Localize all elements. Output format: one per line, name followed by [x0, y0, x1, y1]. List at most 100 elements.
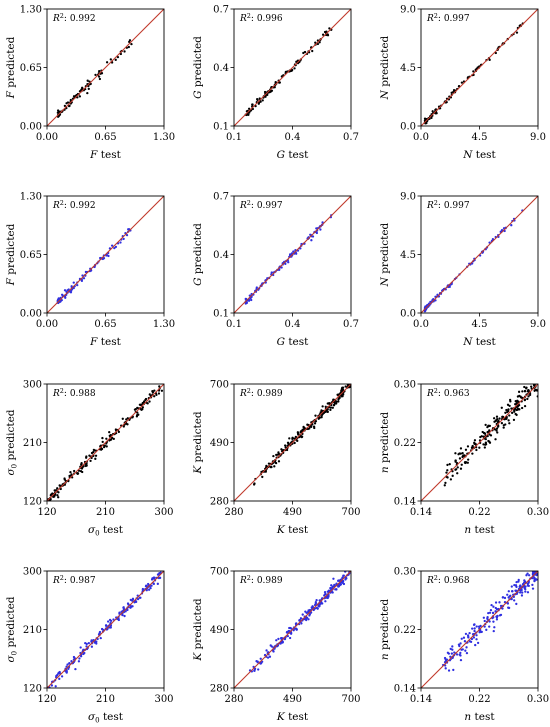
- y-tick-label: 9.0: [400, 192, 416, 203]
- data-point: [486, 615, 489, 619]
- x-tick-label: 0.7: [343, 319, 359, 330]
- data-point: [138, 403, 142, 406]
- data-point: [297, 433, 300, 436]
- data-point: [84, 464, 87, 468]
- label-suffix: test: [285, 336, 309, 348]
- data-point: [331, 585, 334, 588]
- data-point: [475, 625, 478, 628]
- r2-symbol: R: [239, 14, 247, 24]
- data-point: [50, 689, 52, 691]
- data-point: [275, 639, 278, 642]
- label-suffix: predicted: [379, 599, 391, 654]
- data-point: [76, 283, 79, 287]
- data-point: [125, 233, 129, 237]
- data-point: [457, 643, 461, 646]
- data-point: [148, 400, 151, 403]
- data-point: [266, 656, 270, 659]
- data-point: [443, 484, 446, 487]
- data-point: [509, 400, 512, 403]
- data-point: [272, 455, 275, 458]
- data-point: [526, 582, 529, 586]
- data-point: [494, 601, 498, 604]
- data-point: [294, 627, 298, 630]
- variable-symbol: K: [192, 465, 204, 475]
- data-point: [523, 585, 526, 588]
- data-point: [106, 620, 110, 623]
- data-point: [272, 650, 275, 653]
- data-point: [63, 477, 66, 480]
- data-point: [496, 431, 499, 434]
- data-point: [452, 668, 455, 672]
- identity-line: [47, 196, 164, 313]
- data-point: [98, 70, 101, 73]
- data-point: [444, 481, 447, 485]
- data-point: [57, 671, 60, 675]
- data-point: [466, 445, 470, 448]
- data-point: [277, 637, 280, 641]
- data-point: [321, 221, 324, 224]
- data-point: [305, 618, 308, 622]
- data-point: [321, 405, 324, 408]
- x-tick-label: 0.4: [285, 319, 301, 330]
- r2-value: 0.997: [257, 201, 283, 211]
- y-tick-label: 0.22: [394, 625, 416, 636]
- data-point: [468, 631, 471, 635]
- data-point: [99, 448, 103, 451]
- data-point: [109, 58, 112, 61]
- x-axis-title: N test: [462, 149, 496, 161]
- data-point: [286, 441, 290, 444]
- data-point: [480, 630, 483, 634]
- data-point: [294, 435, 298, 439]
- data-point: [465, 646, 468, 649]
- data-point: [66, 289, 69, 292]
- data-point: [321, 33, 325, 36]
- label-suffix: predicted: [192, 598, 204, 653]
- y-tick-label: 4.5: [400, 250, 416, 261]
- data-point: [453, 651, 456, 654]
- data-point: [517, 404, 520, 408]
- data-point: [299, 617, 303, 620]
- data-point: [314, 414, 317, 417]
- data-point: [101, 436, 104, 440]
- r2-superscript: 2: [434, 199, 438, 207]
- data-point: [94, 73, 97, 77]
- data-point: [483, 619, 486, 623]
- data-point: [265, 649, 268, 652]
- data-point: [307, 618, 310, 621]
- data-point: [475, 448, 478, 452]
- data-point: [274, 81, 277, 84]
- data-point: [527, 584, 530, 588]
- data-point: [70, 473, 73, 476]
- data-point: [523, 566, 525, 568]
- data-point: [472, 636, 476, 639]
- identity-line: [47, 571, 164, 688]
- data-point: [310, 239, 313, 242]
- data-point: [498, 614, 502, 617]
- x-tick-label: 0.00: [36, 132, 58, 143]
- data-point: [63, 289, 67, 292]
- data-point: [141, 408, 144, 411]
- data-point: [323, 594, 326, 597]
- data-point: [252, 483, 256, 486]
- data-point: [458, 457, 462, 460]
- data-point: [94, 454, 98, 457]
- data-point: [488, 441, 492, 444]
- data-point: [69, 470, 72, 474]
- x-axis-title: σ0 test: [88, 524, 124, 538]
- data-point: [279, 637, 283, 640]
- data-point: [65, 102, 68, 105]
- data-point: [483, 446, 486, 449]
- data-point: [464, 649, 467, 652]
- data-point: [327, 401, 331, 405]
- x-tick-label: 700: [341, 507, 360, 518]
- data-point: [86, 92, 89, 95]
- data-point: [308, 613, 312, 616]
- data-point: [468, 640, 472, 643]
- data-point: [528, 574, 531, 577]
- data-point: [160, 389, 164, 392]
- data-point: [495, 618, 499, 621]
- r2-symbol: R: [239, 389, 247, 399]
- data-point: [515, 31, 519, 34]
- r2-annotation: R2: 0.989: [239, 387, 283, 399]
